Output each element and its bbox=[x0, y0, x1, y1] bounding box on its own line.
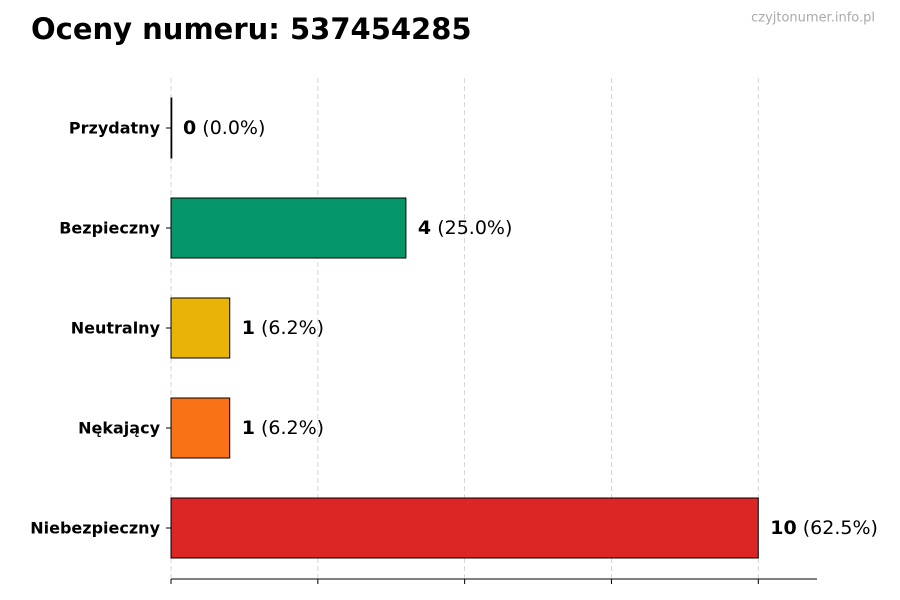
watermark: czyjtonumer.info.pl bbox=[751, 11, 875, 26]
value-share: (6.2%) bbox=[261, 417, 324, 439]
value-number: 1 bbox=[242, 417, 255, 439]
value-label: 10 (62.5%) bbox=[770, 517, 878, 539]
bar bbox=[170, 97, 173, 159]
y-tick-label: Nękający bbox=[78, 419, 160, 438]
value-number: 4 bbox=[418, 217, 431, 239]
value-number: 10 bbox=[770, 517, 796, 539]
y-tick-label: Neutralny bbox=[71, 319, 161, 338]
bar bbox=[170, 497, 759, 559]
value-label: 1 (6.2%) bbox=[242, 317, 324, 339]
value-share: (62.5%) bbox=[803, 517, 878, 539]
value-number: 1 bbox=[242, 317, 255, 339]
bar bbox=[170, 197, 407, 259]
y-tick-label: Niebezpieczny bbox=[30, 519, 160, 538]
y-tick-label: Bezpieczny bbox=[59, 219, 160, 238]
value-label: 4 (25.0%) bbox=[418, 217, 512, 239]
value-share: (6.2%) bbox=[261, 317, 324, 339]
value-share: (0.0%) bbox=[202, 117, 265, 139]
bar bbox=[170, 297, 231, 359]
value-label: 0 (0.0%) bbox=[183, 117, 265, 139]
y-tick-label: Przydatny bbox=[69, 119, 161, 138]
value-number: 0 bbox=[183, 117, 196, 139]
value-label: 1 (6.2%) bbox=[242, 417, 324, 439]
bar bbox=[170, 397, 231, 459]
chart-title: Oceny numeru: 537454285 bbox=[31, 12, 472, 46]
value-share: (25.0%) bbox=[437, 217, 512, 239]
